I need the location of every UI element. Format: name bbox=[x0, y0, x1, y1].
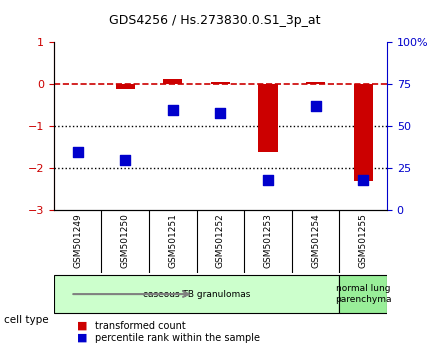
Text: GDS4256 / Hs.273830.0.S1_3p_at: GDS4256 / Hs.273830.0.S1_3p_at bbox=[109, 14, 321, 27]
Bar bbox=[211, 82, 230, 84]
Bar bbox=[353, 84, 373, 181]
Bar bbox=[306, 82, 325, 84]
Point bbox=[264, 177, 271, 183]
Text: normal lung
parenchyma: normal lung parenchyma bbox=[335, 284, 391, 304]
Point bbox=[122, 157, 129, 163]
Text: GSM501255: GSM501255 bbox=[359, 213, 368, 268]
FancyBboxPatch shape bbox=[54, 275, 339, 313]
Text: GSM501251: GSM501251 bbox=[168, 213, 177, 268]
Text: transformed count: transformed count bbox=[95, 321, 185, 331]
Point bbox=[169, 107, 176, 113]
Text: percentile rank within the sample: percentile rank within the sample bbox=[95, 333, 260, 343]
Point bbox=[312, 103, 319, 109]
Point bbox=[217, 110, 224, 116]
Text: cell type: cell type bbox=[4, 315, 49, 325]
Text: GSM501253: GSM501253 bbox=[264, 213, 273, 268]
Bar bbox=[163, 79, 182, 84]
Bar bbox=[116, 84, 135, 90]
Point bbox=[74, 149, 81, 154]
Text: GSM501250: GSM501250 bbox=[121, 213, 130, 268]
Text: GSM501254: GSM501254 bbox=[311, 213, 320, 268]
Text: ■: ■ bbox=[77, 333, 88, 343]
Text: GSM501252: GSM501252 bbox=[216, 213, 225, 268]
Text: caseous TB granulomas: caseous TB granulomas bbox=[143, 290, 250, 298]
FancyBboxPatch shape bbox=[339, 275, 387, 313]
Bar bbox=[258, 84, 277, 152]
Point bbox=[360, 177, 367, 183]
Text: GSM501249: GSM501249 bbox=[73, 213, 82, 268]
Text: ■: ■ bbox=[77, 321, 88, 331]
